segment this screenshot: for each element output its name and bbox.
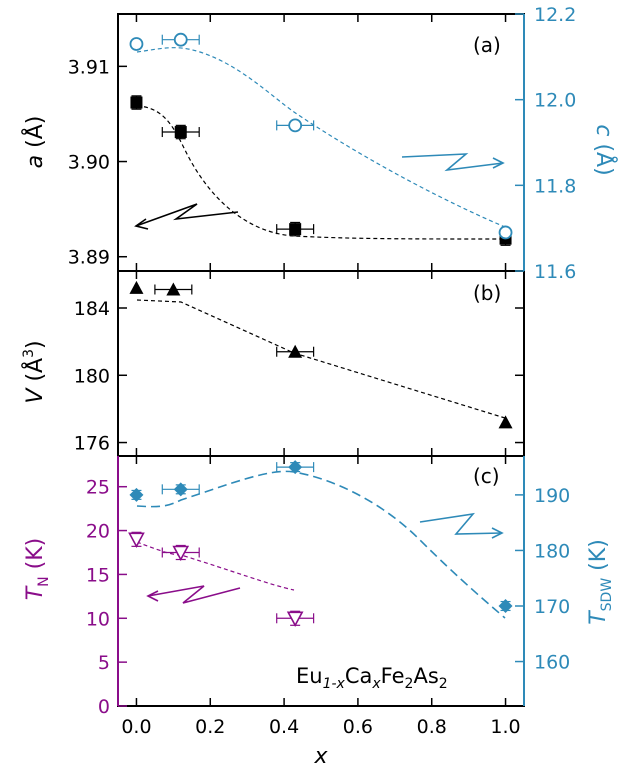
data-point xyxy=(174,126,187,139)
left-tick-label: 15 xyxy=(86,564,110,586)
curve-a-lattice xyxy=(136,105,506,240)
x-tick-label: 0.6 xyxy=(343,716,373,738)
arrow-tn-to-left-axis xyxy=(147,585,241,604)
y-axis-label-tn: TN (K) xyxy=(23,538,52,601)
data-point xyxy=(286,611,304,627)
data-point xyxy=(498,225,513,240)
right-tick-label: 12.2 xyxy=(534,4,576,26)
right-tick-label: 170 xyxy=(534,596,570,618)
fit-curves xyxy=(136,47,506,619)
data-point xyxy=(130,96,143,109)
x-tick-label: 1.0 xyxy=(490,716,520,738)
x-tick-label: 0.2 xyxy=(195,716,225,738)
left-tick-label: 0 xyxy=(98,696,110,718)
arrow-a-to-left-axis-head xyxy=(134,218,149,230)
x-tick-label: 0.8 xyxy=(417,716,447,738)
arrow-c-to-right-axis xyxy=(401,153,504,172)
data-point xyxy=(173,482,188,497)
right-tick-label: 160 xyxy=(534,652,570,674)
x-axis-label: x xyxy=(313,744,328,769)
y-axis-label-volume: V (Å3) xyxy=(21,340,48,403)
data-point xyxy=(288,344,303,358)
left-tick-label: 3.90 xyxy=(68,152,110,174)
ticks-layer: 3.89 3.90 3.91 11.6 11.8 12.0 12.2 176 180 184 0.0… xyxy=(68,4,577,738)
data-point xyxy=(129,487,144,502)
right-tick-label: 11.8 xyxy=(534,175,576,197)
compound-formula: Eu1-xCaxFe2As2 xyxy=(296,664,448,692)
left-tick-label: 176 xyxy=(74,433,110,455)
arrow-tsdw-to-right-axis-head xyxy=(491,527,504,539)
y-axis-label-tsdw: TSDW (K) xyxy=(586,539,615,625)
arrow-tn-to-left-axis-head xyxy=(146,590,159,602)
data-point xyxy=(288,118,303,133)
panel-b-frame xyxy=(117,270,525,457)
panel-label-a: (a) xyxy=(473,33,501,57)
arrow-a-to-left-axis xyxy=(135,203,239,227)
left-tick-label: 3.91 xyxy=(68,56,110,78)
data-point xyxy=(173,32,188,47)
curve-c-lattice xyxy=(136,47,506,228)
marks-layer xyxy=(128,32,513,627)
data-point xyxy=(288,460,303,475)
panel-a-frame xyxy=(117,13,525,272)
right-tick-label: 12.0 xyxy=(534,90,576,112)
curve-volume xyxy=(136,299,506,419)
curve-tn xyxy=(136,541,295,591)
arrow-c-to-right-axis-head xyxy=(492,157,505,169)
left-tick-label: 184 xyxy=(74,298,110,320)
data-point xyxy=(498,599,513,613)
right-tick-label: 180 xyxy=(534,540,570,562)
data-point xyxy=(172,545,190,562)
data-point xyxy=(129,37,144,51)
x-tick-label: 0.0 xyxy=(121,716,151,738)
right-tick-label: 11.6 xyxy=(534,261,576,283)
left-tick-label: 3.89 xyxy=(68,247,110,269)
data-point xyxy=(289,223,302,236)
left-tick-label: 25 xyxy=(86,477,110,499)
y-axis-label-a: a (Å) xyxy=(21,116,48,169)
left-tick-label: 20 xyxy=(86,521,110,543)
data-point xyxy=(128,532,145,549)
y-axis-label-c: c (Å) xyxy=(591,124,618,175)
panel-label-c: (c) xyxy=(473,464,500,488)
curve-tsdw xyxy=(136,470,506,619)
data-point xyxy=(166,282,181,296)
left-tick-label: 180 xyxy=(74,365,110,387)
left-tick-label: 10 xyxy=(86,608,110,630)
data-point xyxy=(498,415,513,429)
panel-label-b: (b) xyxy=(473,281,501,305)
x-tick-label: 0.4 xyxy=(269,716,299,738)
data-point xyxy=(129,280,144,294)
right-tick-label: 190 xyxy=(534,485,570,507)
left-tick-label: 5 xyxy=(98,652,110,674)
arrow-tsdw-to-right-axis xyxy=(419,512,503,535)
